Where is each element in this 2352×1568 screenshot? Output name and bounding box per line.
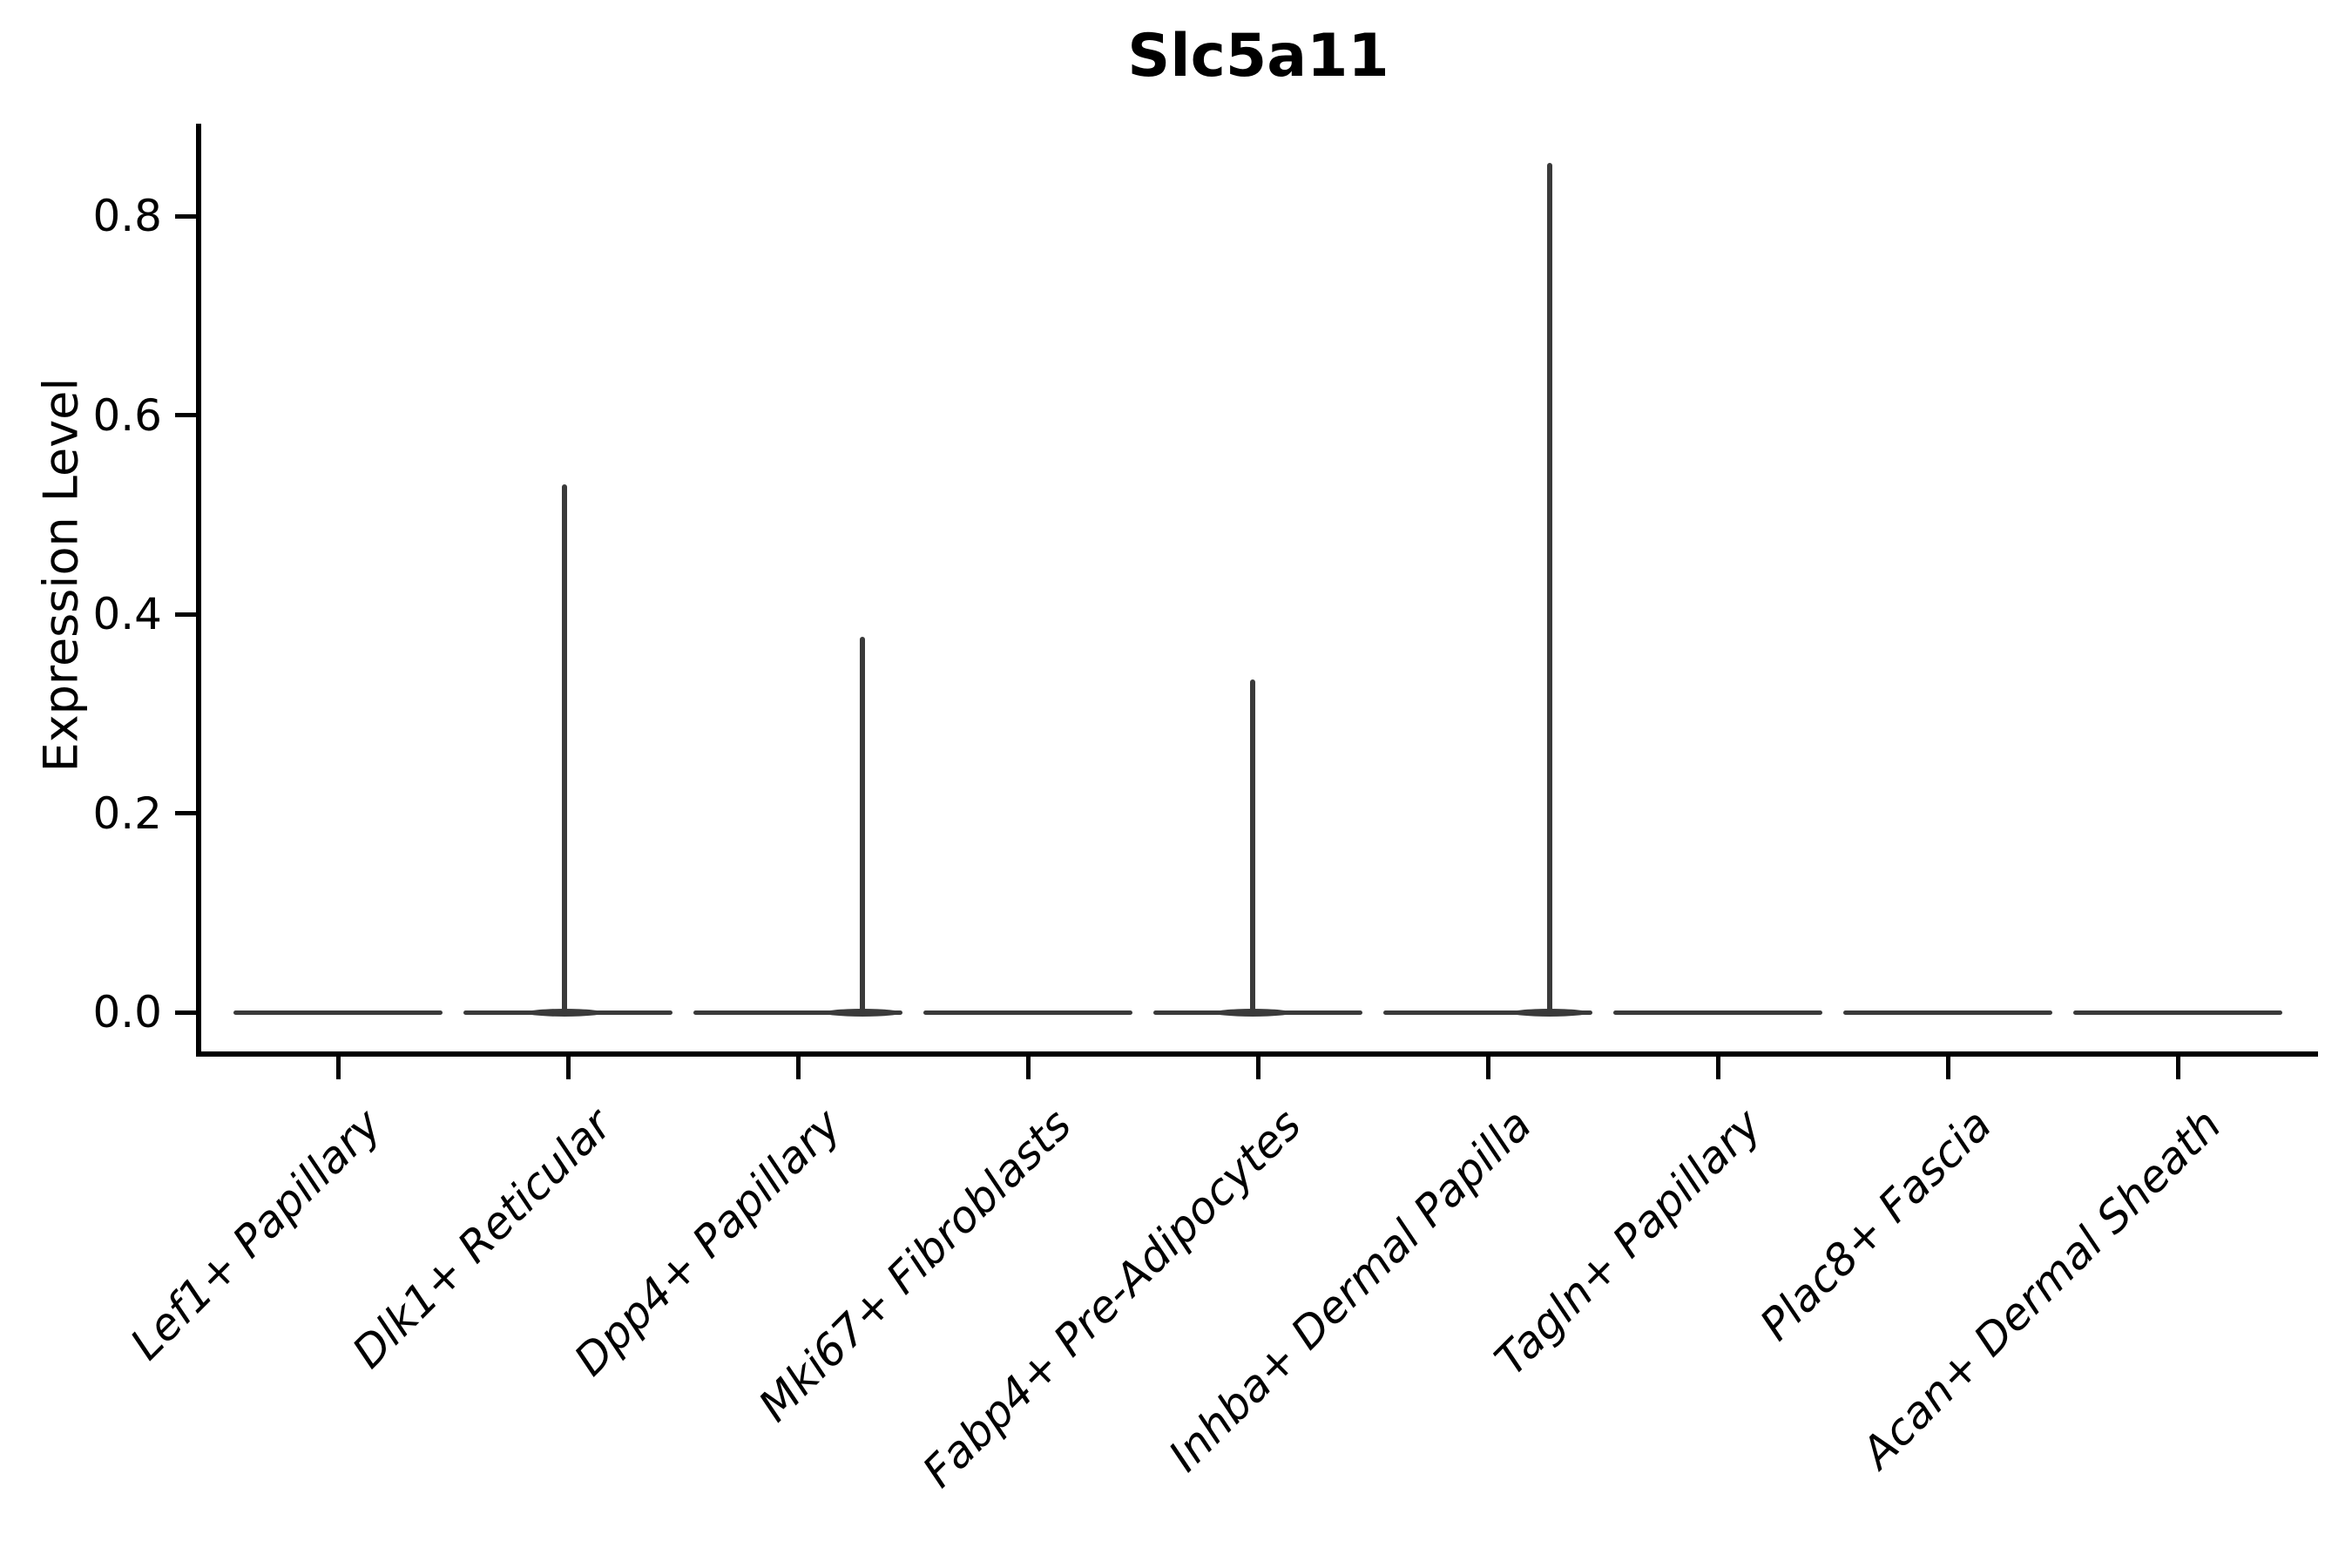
violin-body <box>1612 1010 1823 1015</box>
y-tick-label: 0.0 <box>92 987 162 1037</box>
y-tick-mark <box>175 1010 196 1015</box>
y-tick-mark <box>175 413 196 417</box>
y-tick-label: 0.6 <box>92 389 162 441</box>
y-tick-mark <box>175 811 196 815</box>
y-tick-label: 0.2 <box>92 787 162 839</box>
violin-spike <box>562 484 568 1015</box>
y-axis-spine <box>196 124 201 1054</box>
violin-body <box>2072 1010 2283 1015</box>
plot-title: Slc5a11 <box>1127 22 1389 91</box>
violin-body <box>693 1010 903 1015</box>
y-tick-label: 0.8 <box>92 191 162 241</box>
x-tick-label: Plac8+ Fascia <box>1750 1099 2002 1350</box>
violin-spike <box>859 637 865 1015</box>
violin-body <box>233 1010 443 1015</box>
violin-spike <box>1547 163 1553 1015</box>
violin-spike <box>1249 679 1255 1015</box>
y-tick-label: 0.4 <box>92 589 162 639</box>
x-tick-mark <box>1485 1057 1490 1079</box>
violin-body <box>1842 1010 2053 1015</box>
y-tick-mark <box>175 612 196 617</box>
x-tick-label: Fabp4+ Pre-Adipocytes <box>913 1099 1312 1497</box>
y-tick-mark <box>175 213 196 219</box>
x-axis-spine <box>196 1051 2318 1057</box>
x-tick-mark <box>1025 1057 1031 1079</box>
x-tick-mark <box>795 1057 801 1079</box>
x-tick-label: Lef1+ Papillary <box>120 1099 392 1370</box>
x-tick-mark <box>1255 1057 1260 1079</box>
x-tick-mark <box>565 1057 571 1079</box>
x-tick-mark <box>335 1057 341 1079</box>
x-tick-mark <box>2175 1057 2180 1079</box>
violin-body <box>1382 1010 1593 1015</box>
y-axis-label: Expression Level <box>33 377 89 773</box>
x-tick-mark <box>1945 1057 1950 1079</box>
violin-body <box>923 1010 1133 1015</box>
x-tick-mark <box>1715 1057 1720 1079</box>
